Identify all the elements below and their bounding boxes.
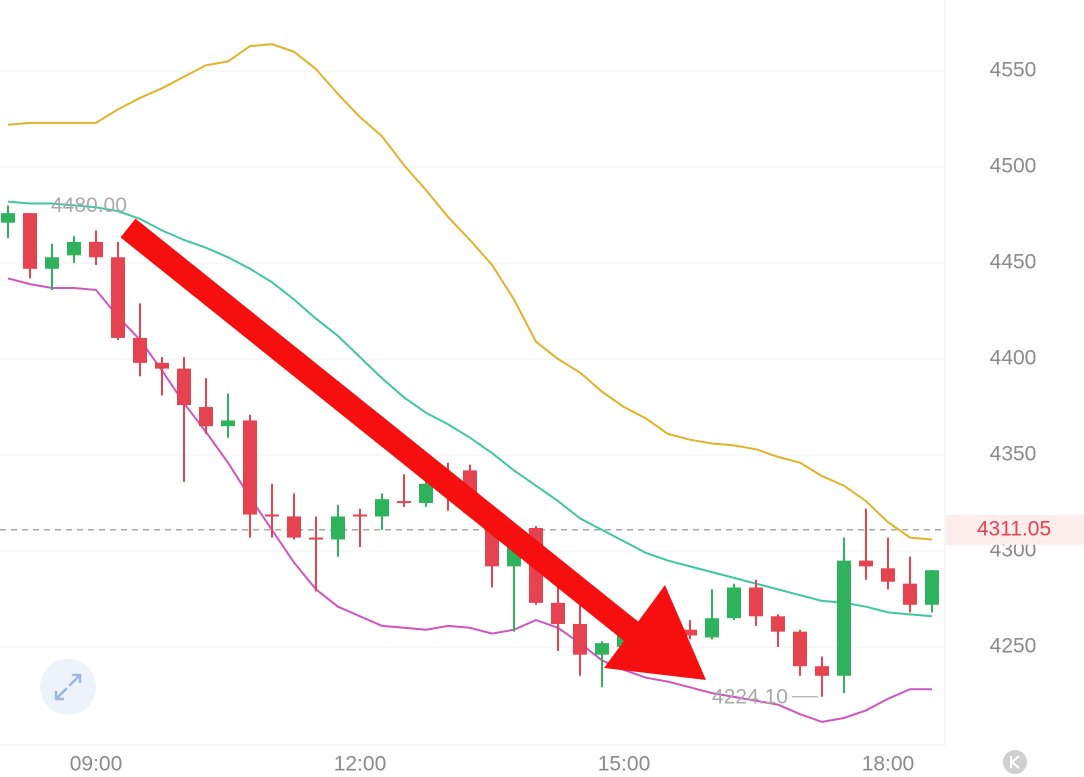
candle-body — [704, 618, 719, 638]
candle-body — [111, 257, 126, 338]
candle-body — [682, 629, 697, 636]
candle-body — [726, 587, 741, 619]
y-tick-label: 4450 — [990, 251, 1037, 274]
candle-body — [1, 213, 16, 223]
y-tick-label: 4400 — [990, 347, 1037, 370]
k-button[interactable] — [1003, 750, 1027, 774]
candle-body — [792, 631, 807, 667]
candle-body — [418, 483, 433, 504]
x-tick-label: 12:00 — [334, 753, 387, 776]
y-tick-label: 4550 — [990, 59, 1037, 82]
trend-arrow — [120, 218, 706, 680]
candle-body — [880, 568, 895, 582]
arrow-head — [604, 585, 706, 680]
candle-body — [836, 560, 851, 676]
expand-button[interactable] — [40, 659, 96, 715]
candle-body — [155, 362, 170, 369]
candle-body — [330, 516, 345, 540]
k-icon[interactable] — [1010, 755, 1020, 769]
candle-body — [264, 514, 279, 517]
candle-body — [45, 257, 60, 269]
y-tick-label: 4350 — [990, 443, 1037, 466]
band-line — [7, 43, 933, 541]
candle-body — [352, 514, 367, 517]
band-line — [7, 200, 933, 618]
y-tick-label: 4500 — [990, 155, 1037, 178]
low-marker-label: 4224.10 — [712, 685, 788, 708]
candle-body — [902, 583, 917, 605]
candle-body — [308, 537, 323, 540]
candle-body — [67, 241, 82, 256]
last-price-bg — [946, 514, 1084, 545]
high-marker-label: 4480.00 — [51, 194, 127, 217]
candle-body — [594, 643, 609, 655]
candle-body — [242, 420, 257, 515]
candle-body — [286, 516, 301, 538]
candle-body — [748, 587, 763, 617]
last-price-label: 4311.05 — [977, 517, 1051, 540]
candles — [1, 205, 939, 697]
x-tick-label: 18:00 — [862, 753, 915, 776]
candle-body — [572, 623, 587, 655]
candle-body — [23, 213, 38, 269]
candle-body — [89, 241, 104, 258]
candle-body — [550, 602, 565, 624]
candle-body — [374, 499, 389, 517]
candle-body — [770, 616, 785, 632]
candle-body — [396, 501, 411, 504]
x-tick-label: 09:00 — [70, 753, 123, 776]
candle-body — [858, 560, 873, 567]
candle-body — [177, 368, 192, 406]
expand-bg[interactable] — [40, 659, 96, 715]
bands — [7, 43, 933, 723]
k-bg[interactable] — [1003, 750, 1027, 774]
expand-icon[interactable] — [54, 673, 82, 701]
overlay: 4311.05 4480.00 4224.10 — [51, 194, 1084, 708]
candle-body — [814, 666, 829, 676]
y-tick-label: 4250 — [990, 635, 1037, 658]
candle-body — [221, 420, 236, 427]
candle-body — [133, 337, 148, 363]
arrow-shaft — [120, 218, 640, 642]
candle-body — [199, 407, 214, 427]
candle-body — [924, 570, 939, 605]
x-tick-label: 15:00 — [598, 753, 651, 776]
